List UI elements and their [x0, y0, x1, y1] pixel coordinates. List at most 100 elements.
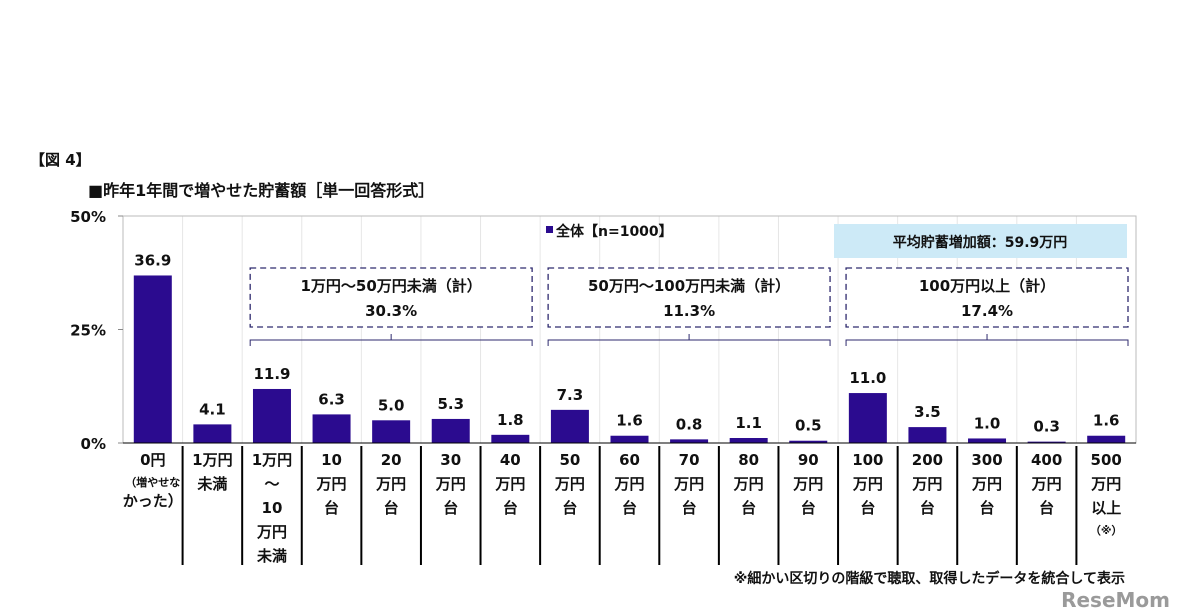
group-total: 11.3% — [663, 302, 715, 320]
group-total: 17.4% — [961, 302, 1013, 320]
group-label: 100万円以上（計） — [919, 277, 1055, 295]
group-label: 50万円～100万円未満（計） — [588, 277, 790, 295]
group-bracket — [845, 334, 1129, 346]
bar — [372, 420, 411, 443]
category-label: かった） — [123, 492, 183, 510]
bar — [1027, 441, 1066, 443]
category-label: 台 — [562, 499, 577, 517]
bar — [670, 439, 709, 443]
category-label: 20 — [381, 451, 402, 469]
group-bracket — [547, 334, 831, 346]
category-label: 10 — [262, 499, 283, 517]
category-label: 台 — [324, 499, 339, 517]
category-label: （※） — [1090, 524, 1123, 537]
category-label: 万円 — [435, 475, 466, 493]
category-label: 万円 — [852, 475, 883, 493]
category-label: 万円 — [971, 475, 1002, 493]
category-label: 300 — [971, 451, 1002, 469]
category-label: 台 — [503, 499, 518, 517]
bar — [1087, 435, 1126, 443]
category-label: 万円 — [554, 475, 585, 493]
watermark-logo: ReseMom — [1061, 588, 1170, 612]
bar-value-label: 0.8 — [676, 415, 703, 433]
bar-value-label: 11.0 — [849, 369, 886, 387]
bar — [133, 275, 172, 443]
category-label: 未満 — [256, 547, 287, 565]
category-label: 台 — [443, 499, 458, 517]
group-box — [547, 267, 831, 328]
category-label: 台 — [622, 499, 637, 517]
category-label: （増やせな — [125, 475, 180, 489]
bar — [848, 393, 887, 443]
bar-value-label: 1.6 — [616, 412, 643, 430]
category-label: 90 — [798, 451, 819, 469]
bar — [610, 435, 649, 443]
y-tick-label: 0% — [81, 435, 106, 453]
bar-value-label: 1.8 — [497, 411, 524, 429]
category-label: 以上 — [1091, 499, 1121, 517]
category-label: 万円 — [911, 475, 942, 493]
bar-value-label: 3.5 — [914, 403, 941, 421]
bar-value-label: 36.9 — [134, 251, 171, 269]
category-label: 万円 — [733, 475, 764, 493]
group-box — [845, 267, 1129, 328]
category-label: 50 — [559, 451, 580, 469]
category-label: 万円 — [1090, 475, 1121, 493]
category-label: 台 — [1039, 499, 1054, 517]
bar-value-label: 5.3 — [437, 395, 464, 413]
category-label: 万円 — [673, 475, 704, 493]
bar-value-label: 4.1 — [199, 400, 226, 418]
group-label: 1万円～50万円未満（計） — [300, 277, 481, 295]
category-label: 台 — [860, 499, 875, 517]
category-label: 台 — [741, 499, 756, 517]
bar — [968, 438, 1007, 443]
category-label: 万円 — [375, 475, 406, 493]
bar-value-label: 7.3 — [557, 386, 584, 404]
bar — [431, 418, 470, 443]
bar-value-label: 11.9 — [253, 365, 290, 383]
category-label: 1万円 — [192, 451, 232, 469]
category-label: 万円 — [316, 475, 347, 493]
bar-value-label: 1.1 — [735, 414, 762, 432]
bar — [729, 438, 768, 443]
category-label: 万円 — [256, 523, 287, 541]
category-label: 1万円 — [252, 451, 292, 469]
bar — [908, 427, 947, 443]
y-tick-label: 25% — [70, 322, 106, 340]
category-label: 万円 — [494, 475, 525, 493]
category-label: 100 — [852, 451, 883, 469]
group-box — [249, 267, 533, 328]
bar — [193, 424, 232, 443]
bar — [491, 434, 530, 443]
category-label: 400 — [1031, 451, 1062, 469]
category-label: 台 — [920, 499, 935, 517]
legend-label: 全体【n=1000】 — [555, 223, 673, 240]
bar — [550, 409, 589, 443]
category-label: 万円 — [1031, 475, 1062, 493]
bar-value-label: 0.3 — [1033, 418, 1060, 436]
bar-value-label: 1.6 — [1093, 412, 1120, 430]
category-label: 200 — [912, 451, 943, 469]
category-label: ～ — [264, 475, 279, 493]
average-note: 平均貯蓄増加額：59.9万円 — [893, 234, 1068, 251]
category-label: 万円 — [792, 475, 823, 493]
category-label: 台 — [384, 499, 399, 517]
category-label: 台 — [980, 499, 995, 517]
bar — [789, 440, 828, 443]
bar-value-label: 1.0 — [974, 414, 1001, 432]
category-label: 台 — [801, 499, 816, 517]
figure-label: 【図 4】 — [30, 151, 91, 169]
category-label: 40 — [500, 451, 521, 469]
bar-value-label: 5.0 — [378, 396, 405, 414]
category-label: 0円 — [140, 451, 165, 469]
footnote: ※細かい区切りの階級で聴取、取得したデータを統合して表示 — [734, 570, 1125, 587]
group-bracket — [249, 334, 533, 346]
bar — [312, 414, 351, 443]
category-label: 10 — [321, 451, 342, 469]
category-label: 万円 — [613, 475, 644, 493]
category-label: 70 — [679, 451, 700, 469]
legend-swatch — [546, 226, 553, 233]
bar-value-label: 0.5 — [795, 417, 822, 435]
